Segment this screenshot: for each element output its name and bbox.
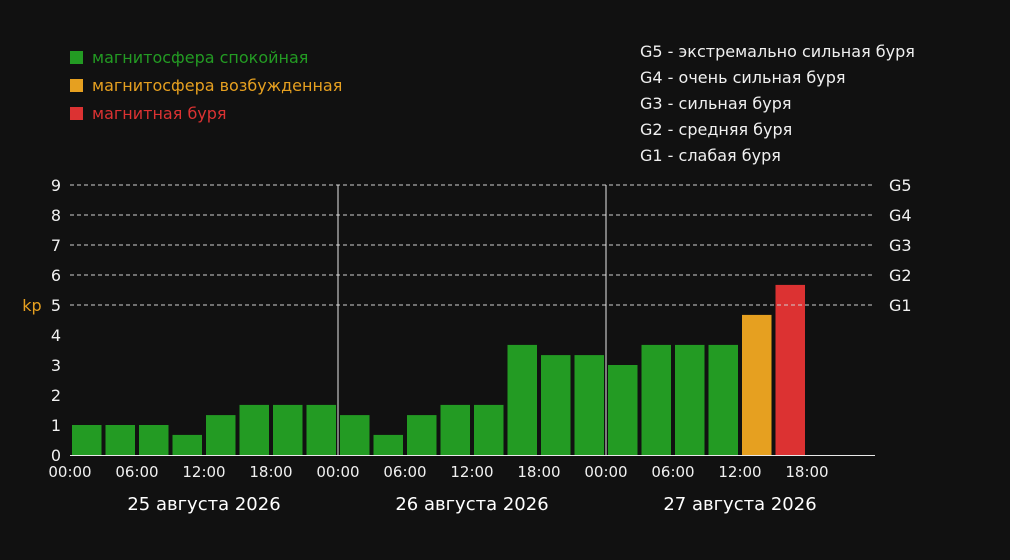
kp-bar: [105, 425, 135, 455]
kp-bar: [373, 434, 403, 455]
day-label: 25 августа 2026: [127, 494, 280, 515]
kp-bar: [507, 344, 537, 455]
legend-swatch-excited: [70, 78, 83, 92]
x-tick-label: 00:00: [48, 463, 91, 481]
x-tick-label: 18:00: [249, 463, 292, 481]
storm-level-legend: G5 - экстремально сильная буря G4 - очен…: [640, 42, 915, 172]
kp-bar: [742, 314, 772, 455]
y-tick-label: 5: [51, 296, 61, 315]
y-tick-label: 9: [51, 176, 61, 195]
kp-bar: [440, 404, 470, 455]
x-tick-label: 18:00: [517, 463, 560, 481]
kp-bar: [608, 365, 638, 455]
y-tick-label: 7: [51, 236, 61, 255]
g-level-tick-label: G5: [889, 176, 912, 195]
kp-bar: [641, 344, 671, 455]
g2-description: G2 - средняя буря: [640, 120, 793, 139]
kp-bar: [775, 284, 805, 455]
kp-bar: [72, 425, 102, 455]
kp-bar: [172, 434, 202, 455]
y-tick-label: 3: [51, 356, 61, 375]
y-tick-label: 4: [51, 326, 61, 345]
g-level-tick-label: G3: [889, 236, 912, 255]
y-tick-label: 0: [51, 446, 61, 465]
kp-bar: [239, 404, 269, 455]
legend: магнитосфера спокойная магнитосфера возб…: [70, 43, 342, 127]
g3-description: G3 - сильная буря: [640, 94, 792, 113]
x-tick-label: 06:00: [115, 463, 158, 481]
legend-swatch-storm: [70, 106, 83, 120]
kp-bar: [708, 344, 738, 455]
x-tick-label: 12:00: [182, 463, 225, 481]
kp-bar: [407, 415, 437, 455]
x-tick-label: 06:00: [383, 463, 426, 481]
kp-bar: [139, 425, 169, 455]
y-tick-label: 2: [51, 386, 61, 405]
kp-bar: [340, 415, 370, 455]
kp-bar: [273, 404, 303, 455]
g-level-tick-label: G1: [889, 296, 912, 315]
y-axis-label: kp: [22, 296, 41, 315]
x-tick-label: 00:00: [316, 463, 359, 481]
x-tick-label: 00:00: [584, 463, 627, 481]
g4-description: G4 - очень сильная буря: [640, 68, 846, 87]
y-tick-label: 8: [51, 206, 61, 225]
kp-bar: [541, 355, 571, 455]
legend-label-storm: магнитная буря: [92, 103, 227, 123]
x-tick-label: 12:00: [718, 463, 761, 481]
y-tick-label: 6: [51, 266, 61, 285]
kp-bar: [306, 404, 336, 455]
g1-description: G1 - слабая буря: [640, 146, 781, 165]
day-label: 27 августа 2026: [663, 494, 816, 515]
x-tick-label: 18:00: [785, 463, 828, 481]
g5-description: G5 - экстремально сильная буря: [640, 42, 915, 61]
y-tick-label: 1: [51, 416, 61, 435]
g-level-tick-label: G2: [889, 266, 912, 285]
kp-bar: [474, 404, 504, 455]
legend-label-quiet: магнитосфера спокойная: [92, 47, 309, 67]
day-label: 26 августа 2026: [395, 494, 548, 515]
legend-item-quiet: магнитосфера спокойная: [70, 43, 342, 71]
legend-item-storm: магнитная буря: [70, 99, 342, 127]
legend-label-excited: магнитосфера возбужденная: [92, 75, 343, 95]
x-tick-label: 12:00: [450, 463, 493, 481]
kp-bar: [574, 355, 604, 455]
kp-bar: [675, 344, 705, 455]
g-level-tick-label: G4: [889, 206, 912, 225]
legend-swatch-quiet: [70, 50, 83, 64]
x-tick-label: 06:00: [651, 463, 694, 481]
kp-bar: [206, 415, 236, 455]
legend-item-excited: магнитосфера возбужденная: [70, 71, 342, 99]
